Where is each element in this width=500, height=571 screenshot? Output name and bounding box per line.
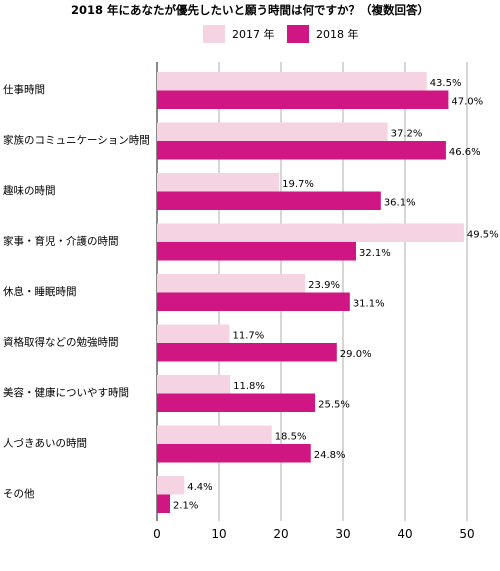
category-label: 仕事時間 [3,83,45,96]
category-label: 人づきあいの時間 [3,438,87,450]
bar-2017 [157,122,388,141]
bar-2017 [157,375,231,394]
data-label: 37.2% [391,129,423,140]
x-tick-label: 10 [211,527,226,541]
bar-2018 [157,191,381,210]
x-tick-label: 0 [153,527,161,541]
x-tick-label: 40 [397,527,412,541]
legend: 2017 年 2018 年 [203,25,359,43]
x-tick-label: 50 [459,527,474,541]
data-label: 29.0% [340,349,372,360]
bar-2018 [157,90,449,109]
category-label: 家族のコミュニケーション時間 [3,134,150,147]
bar-2018 [157,494,171,513]
category-label: 家事・育児・介護の時間 [3,235,119,248]
bar-2017 [157,274,306,293]
data-label: 46.6% [449,147,481,158]
x-axis: 0 10 20 30 40 50 [153,527,474,541]
data-label: 49.5% [467,230,499,241]
bar-2017 [157,223,464,242]
data-label: 36.1% [384,198,416,209]
data-label: 18.5% [275,432,307,443]
data-label: 25.5% [318,400,350,411]
data-label: 24.8% [314,450,346,461]
legend-label-1: 2017 年 [232,27,275,41]
data-label: 31.1% [353,299,385,310]
bar-2018 [157,242,357,261]
bar-2017 [157,476,185,495]
data-label: 19.7% [282,179,314,190]
bar-2017 [157,72,427,91]
category-label: 趣味の時間 [3,184,56,197]
data-label: 2.1% [173,501,198,512]
bar-2017 [157,324,230,343]
x-tick-label: 30 [335,527,350,541]
bar-2018 [157,343,337,362]
bar-2017 [157,173,280,192]
data-label: 47.0% [451,97,483,108]
data-label: 43.5% [430,78,462,89]
category-label: 休息・睡眠時間 [3,285,77,298]
data-label: 32.1% [359,248,391,259]
value-labels: 43.5% 47.0% 37.2% 46.6% 19.7% 36.1% 49.5% 32.1%… [173,78,499,512]
category-label: その他 [3,487,35,500]
legend-swatch-2 [287,25,309,43]
category-labels: 仕事時間家族のコミュニケーション時間趣味の時間家事・育児・介護の時間休息・睡眠時… [3,83,150,500]
data-label: 4.4% [187,482,212,493]
category-label: 資格取得などの勉強時間 [3,336,119,349]
data-label: 23.9% [308,280,340,291]
bars [157,72,464,513]
bar-2018 [157,141,446,160]
bar-2018 [157,393,316,412]
legend-label-2: 2018 年 [316,27,359,41]
data-label: 11.7% [233,331,265,342]
data-label: 11.8% [233,381,265,392]
bar-2018 [157,292,350,311]
chart-title: 2018 年にあなたが優先したいと願う時間は何ですか？（複数回答） [71,3,429,17]
legend-swatch-1 [203,25,225,43]
x-tick-label: 20 [273,527,288,541]
bar-2017 [157,425,272,444]
bar-2018 [157,444,311,463]
category-label: 美容・健康についやす時間 [3,386,129,399]
